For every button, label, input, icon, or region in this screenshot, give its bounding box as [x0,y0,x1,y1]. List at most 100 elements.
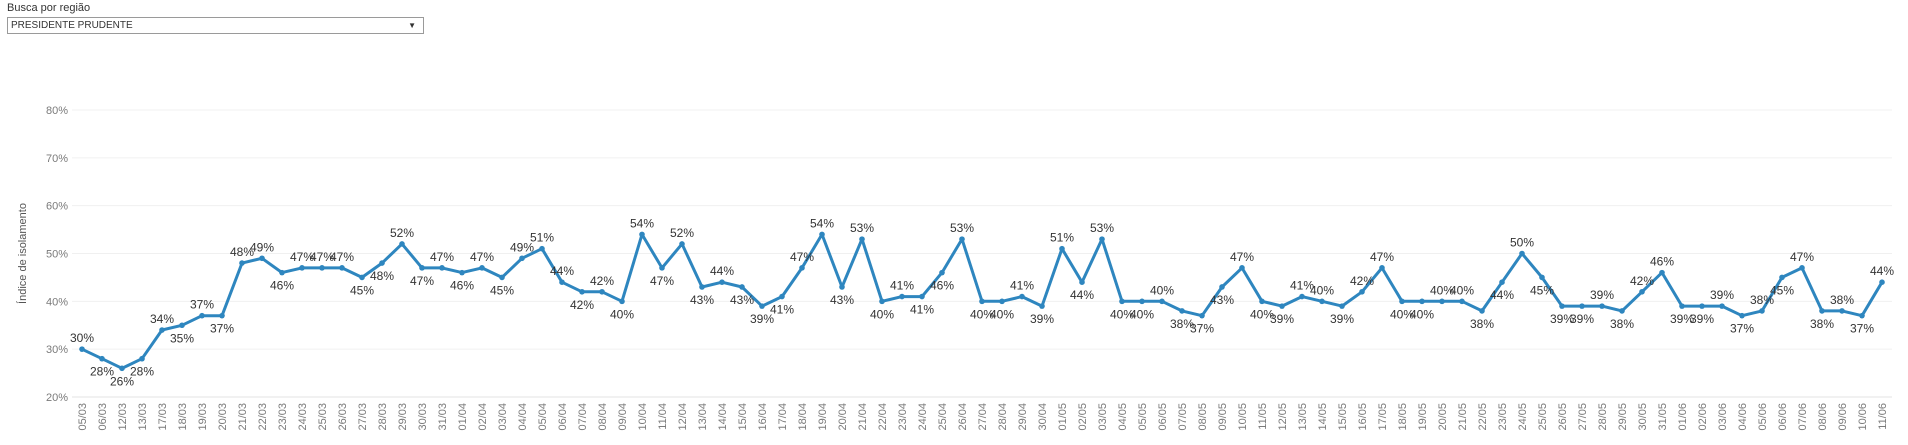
data-label: 28% [90,365,114,379]
data-label: 44% [1070,288,1094,302]
data-point [119,365,125,372]
data-point [1639,288,1645,295]
x-tick-label: 31/05 [1657,403,1669,431]
data-point [239,260,245,266]
data-label: 44% [550,264,574,278]
data-label: 43% [1210,293,1234,307]
x-tick-label: 07/04 [577,403,589,431]
x-tick-label: 15/04 [737,403,749,431]
chevron-down-icon[interactable]: ▼ [408,21,416,30]
x-tick-label: 12/05 [1277,403,1289,431]
data-point [1879,279,1885,286]
data-label: 41% [770,303,794,317]
data-label: 40% [1410,307,1434,321]
region-select-value: PRESIDENTE PRUDENTE [11,20,133,31]
data-point [899,293,905,300]
data-point [399,241,405,247]
data-label: 50% [1510,236,1534,250]
data-label: 54% [810,216,834,230]
data-label: 28% [130,365,154,379]
x-tick-label: 06/06 [1777,403,1789,431]
x-tick-label: 25/03 [317,403,329,431]
data-point [879,298,885,305]
x-tick-label: 20/03 [217,403,229,431]
x-tick-label: 16/05 [1357,403,1369,431]
data-label: 40% [970,307,994,321]
data-point [1339,303,1345,309]
data-label: 39% [1270,312,1294,326]
y-tick-label: 20% [46,392,68,404]
data-label: 38% [1470,317,1494,331]
data-label: 51% [530,231,554,245]
data-label: 44% [1870,264,1894,278]
data-label: 45% [490,283,514,297]
data-label: 49% [510,240,534,254]
data-point [599,288,605,295]
x-tick-label: 19/05 [1417,403,1429,431]
x-tick-label: 22/04 [877,403,889,431]
x-tick-label: 16/04 [757,403,769,431]
data-point [579,288,585,295]
x-tick-label: 21/05 [1457,403,1469,431]
x-tick-label: 27/04 [977,403,989,431]
data-label: 40% [1150,283,1174,297]
data-label: 39% [1710,288,1734,302]
data-point [179,322,185,329]
data-label: 40% [870,307,894,321]
x-tick-label: 18/04 [797,403,809,431]
x-tick-label: 03/04 [497,403,509,431]
data-label: 44% [1490,288,1514,302]
data-point [1759,308,1765,314]
data-point [1459,298,1465,305]
x-tick-label: 19/04 [817,403,829,431]
data-label: 40% [1130,307,1154,321]
y-tick-label: 40% [46,296,68,308]
data-point [639,231,645,238]
data-point [779,293,785,300]
x-tick-label: 02/04 [477,403,489,431]
data-point [1719,303,1725,309]
data-label: 37% [1850,322,1874,336]
data-label: 53% [950,221,974,235]
data-point [799,265,805,271]
data-point [1259,298,1265,305]
x-tick-label: 27/05 [1577,403,1589,431]
x-tick-label: 08/05 [1197,403,1209,431]
data-point [259,255,265,262]
data-point [539,245,545,252]
data-label: 48% [230,245,254,259]
x-tick-label: 27/03 [357,403,369,431]
data-label: 52% [390,226,414,240]
data-point [439,265,445,271]
x-tick-label: 01/05 [1057,403,1069,431]
data-label: 47% [1370,250,1394,264]
x-tick-label: 06/05 [1157,403,1169,431]
data-point [699,284,705,290]
data-label: 38% [1170,317,1194,331]
y-axis-label: Índice de isolamento [16,203,29,304]
data-label: 47% [330,250,354,264]
data-point [1319,298,1325,305]
data-point [1599,303,1605,309]
y-tick-label: 50% [46,249,68,261]
data-point [359,274,365,281]
data-point [1679,303,1685,309]
data-label: 41% [1010,279,1034,293]
data-label: 41% [910,303,934,317]
data-point [919,293,925,300]
data-label: 45% [350,283,374,297]
x-tick-label: 14/05 [1317,403,1329,431]
x-tick-label: 26/04 [957,403,969,431]
data-label: 40% [1450,283,1474,297]
data-label: 47% [1790,250,1814,264]
x-tick-label: 17/05 [1377,403,1389,431]
x-tick-label: 11/05 [1257,403,1269,430]
x-tick-label: 30/03 [417,403,429,431]
y-tick-label: 70% [46,153,68,165]
data-point [1439,298,1445,305]
data-point [1379,265,1385,271]
x-tick-label: 31/03 [437,403,449,431]
data-label: 46% [270,279,294,293]
region-select[interactable]: PRESIDENTE PRUDENTE ▼ [7,17,424,34]
